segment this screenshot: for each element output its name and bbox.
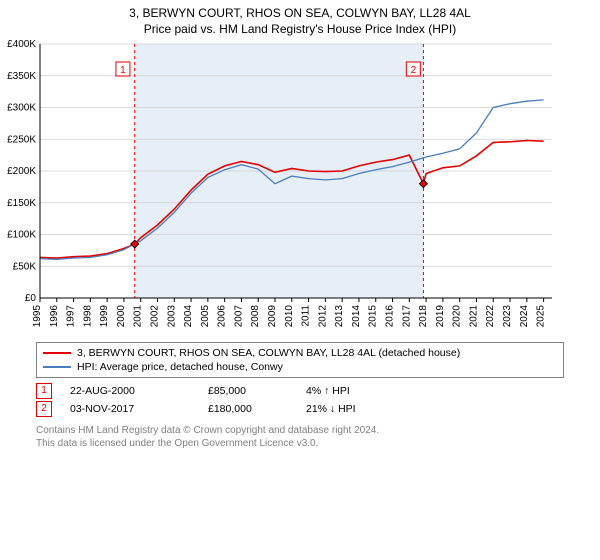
svg-text:1996: 1996 xyxy=(49,305,60,328)
price-chart: £0 £50K £100K £150K £200K £250K £300K £350K £400… xyxy=(0,38,560,338)
svg-text:1995: 1995 xyxy=(32,305,43,328)
svg-text:2022: 2022 xyxy=(485,305,496,328)
svg-text:£50K: £50K xyxy=(13,261,37,272)
event-date-1: 22-AUG-2000 xyxy=(70,382,190,400)
svg-text:1999: 1999 xyxy=(99,305,110,328)
footnote: Contains HM Land Registry data © Crown c… xyxy=(36,424,564,450)
event-badge-1: 1 xyxy=(36,383,52,399)
svg-text:2025: 2025 xyxy=(536,305,547,328)
events-list: 1 22-AUG-2000 £85,000 4% ↑ HPI 2 03-NOV-… xyxy=(36,382,564,418)
chart-title-address: 3, BERWYN COURT, RHOS ON SEA, COLWYN BAY… xyxy=(0,6,600,20)
svg-text:2017: 2017 xyxy=(401,305,412,328)
legend-label-1: 3, BERWYN COURT, RHOS ON SEA, COLWYN BAY… xyxy=(77,346,460,360)
svg-text:£150K: £150K xyxy=(7,198,36,209)
event-row-2: 2 03-NOV-2017 £180,000 21% ↓ HPI xyxy=(36,400,564,418)
svg-text:£100K: £100K xyxy=(7,230,36,241)
legend-label-2: HPI: Average price, detached house, Conw… xyxy=(77,360,283,374)
event-row-1: 1 22-AUG-2000 £85,000 4% ↑ HPI xyxy=(36,382,564,400)
event-date-2: 03-NOV-2017 xyxy=(70,400,190,418)
svg-text:2009: 2009 xyxy=(267,305,278,328)
footnote-line2: This data is licensed under the Open Gov… xyxy=(36,437,564,450)
svg-text:2010: 2010 xyxy=(284,305,295,328)
svg-text:2024: 2024 xyxy=(519,305,530,328)
svg-text:2: 2 xyxy=(411,65,417,76)
svg-text:2023: 2023 xyxy=(502,305,513,328)
svg-text:2000: 2000 xyxy=(116,305,127,328)
svg-text:1: 1 xyxy=(120,65,126,76)
svg-text:2016: 2016 xyxy=(385,305,396,328)
footnote-line1: Contains HM Land Registry data © Crown c… xyxy=(36,424,564,437)
svg-text:2001: 2001 xyxy=(133,305,144,328)
event-delta-1: 4% ↑ HPI xyxy=(306,382,350,400)
svg-text:2005: 2005 xyxy=(200,305,211,328)
event-badge-2: 2 xyxy=(36,401,52,417)
svg-text:£250K: £250K xyxy=(7,134,36,145)
legend-row-series1: 3, BERWYN COURT, RHOS ON SEA, COLWYN BAY… xyxy=(43,346,557,360)
legend-swatch-1 xyxy=(43,352,71,354)
chart-title-subtitle: Price paid vs. HM Land Registry's House … xyxy=(0,22,600,36)
svg-text:2021: 2021 xyxy=(468,305,479,328)
svg-text:2011: 2011 xyxy=(301,305,312,327)
svg-text:2004: 2004 xyxy=(183,305,194,328)
svg-text:£200K: £200K xyxy=(7,166,36,177)
event-price-2: £180,000 xyxy=(208,400,288,418)
svg-text:2003: 2003 xyxy=(166,305,177,328)
svg-text:£400K: £400K xyxy=(7,39,36,50)
svg-text:2018: 2018 xyxy=(418,305,429,328)
legend-box: 3, BERWYN COURT, RHOS ON SEA, COLWYN BAY… xyxy=(36,342,564,378)
event-delta-2: 21% ↓ HPI xyxy=(306,400,356,418)
svg-text:2015: 2015 xyxy=(368,305,379,328)
svg-text:2012: 2012 xyxy=(317,305,328,328)
event-price-1: £85,000 xyxy=(208,382,288,400)
svg-text:2014: 2014 xyxy=(351,305,362,328)
legend-swatch-2 xyxy=(43,366,71,368)
legend-row-series2: HPI: Average price, detached house, Conw… xyxy=(43,360,557,374)
svg-text:£300K: £300K xyxy=(7,103,36,114)
svg-text:2013: 2013 xyxy=(334,305,345,328)
svg-text:2007: 2007 xyxy=(233,305,244,328)
svg-text:2008: 2008 xyxy=(250,305,261,328)
svg-text:£350K: £350K xyxy=(7,71,36,82)
title-block: 3, BERWYN COURT, RHOS ON SEA, COLWYN BAY… xyxy=(0,0,600,38)
svg-text:2020: 2020 xyxy=(452,305,463,328)
svg-text:£0: £0 xyxy=(25,293,37,304)
svg-text:2006: 2006 xyxy=(217,305,228,328)
svg-text:1997: 1997 xyxy=(66,305,77,328)
svg-text:1998: 1998 xyxy=(82,305,93,328)
svg-text:2002: 2002 xyxy=(150,305,161,328)
svg-text:2019: 2019 xyxy=(435,305,446,328)
